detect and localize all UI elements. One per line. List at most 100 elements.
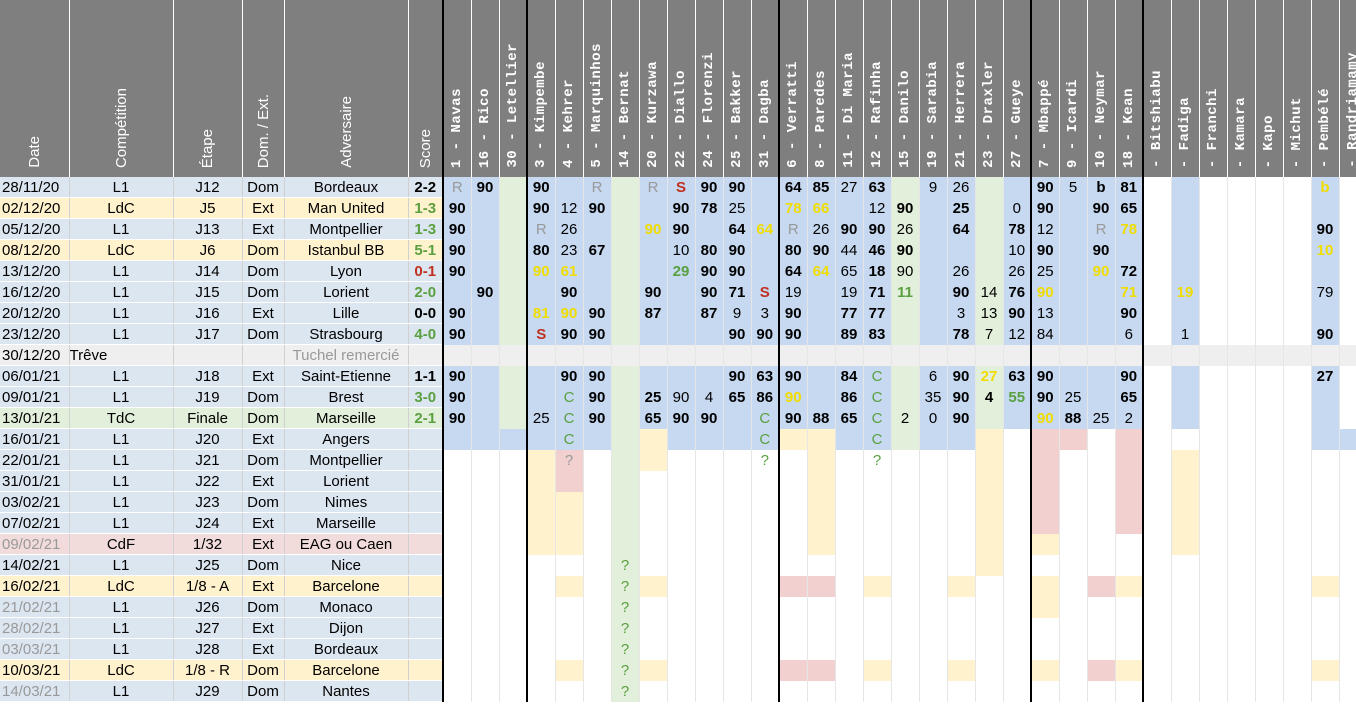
- stage[interactable]: J6: [173, 239, 243, 261]
- col-header-player[interactable]: - Kamara: [1227, 0, 1256, 177]
- minutes-cell[interactable]: [611, 386, 640, 408]
- minutes-cell[interactable]: [639, 512, 668, 534]
- minutes-cell[interactable]: [919, 449, 948, 471]
- minutes-cell[interactable]: [1031, 659, 1060, 681]
- match-date[interactable]: 13/01/21: [0, 407, 70, 429]
- stage[interactable]: J21: [173, 449, 243, 471]
- minutes-cell[interactable]: ?: [611, 638, 640, 660]
- minutes-cell[interactable]: [807, 596, 836, 618]
- col-header-player[interactable]: 15 - Danilo: [891, 0, 920, 177]
- minutes-cell[interactable]: [863, 533, 892, 555]
- match-date[interactable]: 30/12/20: [0, 344, 70, 366]
- competition[interactable]: LdC: [69, 575, 174, 597]
- col-header-player[interactable]: 6 - Verratti: [779, 0, 808, 177]
- minutes-cell[interactable]: [443, 554, 472, 576]
- minutes-cell[interactable]: [1031, 449, 1060, 471]
- minutes-cell[interactable]: [1059, 428, 1088, 450]
- minutes-cell[interactable]: [471, 449, 500, 471]
- minutes-cell[interactable]: [919, 344, 948, 366]
- match-row[interactable]: 16/12/20 L1 J15 Dom Lorient 2-0 90 90 90 90 71 S 19 1…: [0, 281, 1356, 303]
- score[interactable]: 1-1: [408, 365, 444, 387]
- minutes-cell[interactable]: [611, 512, 640, 534]
- minutes-cell[interactable]: [919, 428, 948, 450]
- minutes-cell[interactable]: [471, 596, 500, 618]
- minutes-cell[interactable]: [1283, 344, 1312, 366]
- minutes-cell[interactable]: [863, 617, 892, 639]
- stage[interactable]: J22: [173, 470, 243, 492]
- minutes-cell[interactable]: [947, 617, 976, 639]
- minutes-cell[interactable]: [1339, 533, 1356, 555]
- minutes-cell[interactable]: [891, 680, 920, 702]
- minutes-cell[interactable]: [1115, 659, 1144, 681]
- minutes-cell[interactable]: 90: [779, 302, 808, 324]
- minutes-cell[interactable]: [667, 680, 696, 702]
- minutes-cell[interactable]: [471, 239, 500, 261]
- minutes-cell[interactable]: [471, 575, 500, 597]
- minutes-cell[interactable]: [695, 596, 724, 618]
- match-row[interactable]: 22/01/21 L1 J21 Dom Montpellier???: [0, 449, 1356, 471]
- minutes-cell[interactable]: C: [863, 428, 892, 450]
- minutes-cell[interactable]: [443, 512, 472, 534]
- minutes-cell[interactable]: [1227, 449, 1256, 471]
- minutes-cell[interactable]: [1227, 197, 1256, 219]
- minutes-cell[interactable]: [695, 638, 724, 660]
- opponent[interactable]: EAG ou Caen: [284, 533, 409, 555]
- minutes-cell[interactable]: [947, 512, 976, 534]
- minutes-cell[interactable]: [1255, 680, 1284, 702]
- minutes-cell[interactable]: 3: [947, 302, 976, 324]
- minutes-cell[interactable]: 90: [583, 365, 612, 387]
- minutes-cell[interactable]: [1143, 218, 1172, 240]
- minutes-cell[interactable]: [723, 470, 752, 492]
- minutes-cell[interactable]: [555, 575, 584, 597]
- minutes-cell[interactable]: [1227, 344, 1256, 366]
- minutes-cell[interactable]: [835, 554, 864, 576]
- minutes-cell[interactable]: [919, 554, 948, 576]
- venue[interactable]: Dom: [242, 386, 285, 408]
- minutes-cell[interactable]: 25: [1059, 386, 1088, 408]
- minutes-cell[interactable]: [863, 596, 892, 618]
- minutes-cell[interactable]: [1059, 554, 1088, 576]
- minutes-cell[interactable]: [1171, 302, 1200, 324]
- minutes-cell[interactable]: [807, 512, 836, 534]
- match-row[interactable]: 28/02/21 L1 J27 Ext Dijon?: [0, 617, 1356, 639]
- match-date[interactable]: 06/01/21: [0, 365, 70, 387]
- minutes-cell[interactable]: 19: [779, 281, 808, 303]
- minutes-cell[interactable]: 90: [667, 386, 696, 408]
- minutes-cell[interactable]: [975, 218, 1004, 240]
- minutes-cell[interactable]: [723, 407, 752, 429]
- opponent[interactable]: Saint-Etienne: [284, 365, 409, 387]
- minutes-cell[interactable]: [499, 323, 528, 345]
- minutes-cell[interactable]: [1255, 533, 1284, 555]
- minutes-cell[interactable]: [1339, 302, 1356, 324]
- minutes-cell[interactable]: 90: [891, 239, 920, 261]
- minutes-cell[interactable]: 26: [947, 260, 976, 282]
- minutes-cell[interactable]: [947, 554, 976, 576]
- minutes-cell[interactable]: [1339, 449, 1356, 471]
- minutes-cell[interactable]: [1003, 617, 1032, 639]
- minutes-cell[interactable]: [863, 575, 892, 597]
- minutes-cell[interactable]: [639, 239, 668, 261]
- minutes-cell[interactable]: [1283, 638, 1312, 660]
- minutes-cell[interactable]: 71: [863, 281, 892, 303]
- minutes-cell[interactable]: 90: [1087, 197, 1116, 219]
- minutes-cell[interactable]: 25: [1087, 407, 1116, 429]
- stage[interactable]: J24: [173, 512, 243, 534]
- minutes-cell[interactable]: [555, 177, 584, 198]
- match-row[interactable]: 05/12/20 L1 J13 Ext Montpellier 1-3 90 R 26 90 90 6…: [0, 218, 1356, 240]
- minutes-cell[interactable]: C: [555, 428, 584, 450]
- minutes-cell[interactable]: [499, 617, 528, 639]
- minutes-cell[interactable]: [1115, 344, 1144, 366]
- minutes-cell[interactable]: C: [863, 407, 892, 429]
- stage[interactable]: J23: [173, 491, 243, 513]
- minutes-cell[interactable]: [1171, 512, 1200, 534]
- minutes-cell[interactable]: [527, 386, 556, 408]
- minutes-cell[interactable]: [891, 617, 920, 639]
- minutes-cell[interactable]: [443, 638, 472, 660]
- minutes-cell[interactable]: [695, 575, 724, 597]
- minutes-cell[interactable]: [1339, 344, 1356, 366]
- minutes-cell[interactable]: [863, 491, 892, 513]
- minutes-cell[interactable]: [807, 470, 836, 492]
- minutes-cell[interactable]: [1311, 638, 1340, 660]
- minutes-cell[interactable]: 90: [1031, 281, 1060, 303]
- col-header-player[interactable]: 31 - Dagba: [751, 0, 780, 177]
